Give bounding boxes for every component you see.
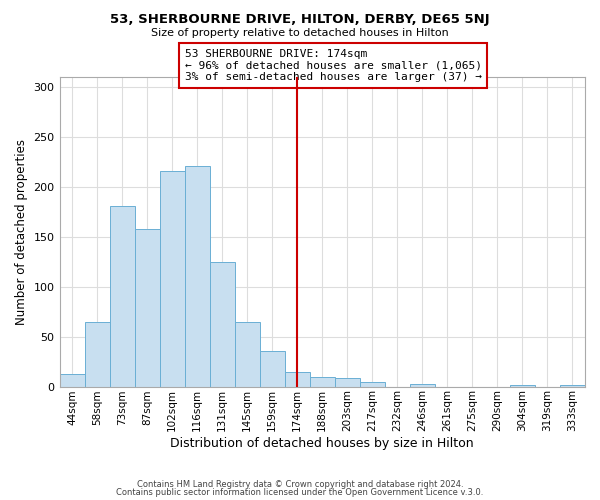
Bar <box>160 171 185 386</box>
Text: 53, SHERBOURNE DRIVE, HILTON, DERBY, DE65 5NJ: 53, SHERBOURNE DRIVE, HILTON, DERBY, DE6… <box>110 12 490 26</box>
X-axis label: Distribution of detached houses by size in Hilton: Distribution of detached houses by size … <box>170 437 474 450</box>
Bar <box>360 382 385 386</box>
Bar <box>59 374 85 386</box>
Bar <box>110 206 134 386</box>
Bar <box>410 384 435 386</box>
Bar <box>335 378 360 386</box>
Bar <box>560 384 585 386</box>
Text: Contains public sector information licensed under the Open Government Licence v.: Contains public sector information licen… <box>116 488 484 497</box>
Bar <box>235 322 260 386</box>
Text: Size of property relative to detached houses in Hilton: Size of property relative to detached ho… <box>151 28 449 38</box>
Y-axis label: Number of detached properties: Number of detached properties <box>15 139 28 325</box>
Bar <box>310 376 335 386</box>
Bar <box>209 262 235 386</box>
Bar <box>260 350 285 386</box>
Bar <box>185 166 209 386</box>
Bar <box>510 384 535 386</box>
Text: 53 SHERBOURNE DRIVE: 174sqm
← 96% of detached houses are smaller (1,065)
3% of s: 53 SHERBOURNE DRIVE: 174sqm ← 96% of det… <box>185 49 482 82</box>
Text: Contains HM Land Registry data © Crown copyright and database right 2024.: Contains HM Land Registry data © Crown c… <box>137 480 463 489</box>
Bar <box>134 229 160 386</box>
Bar <box>85 322 110 386</box>
Bar <box>285 372 310 386</box>
